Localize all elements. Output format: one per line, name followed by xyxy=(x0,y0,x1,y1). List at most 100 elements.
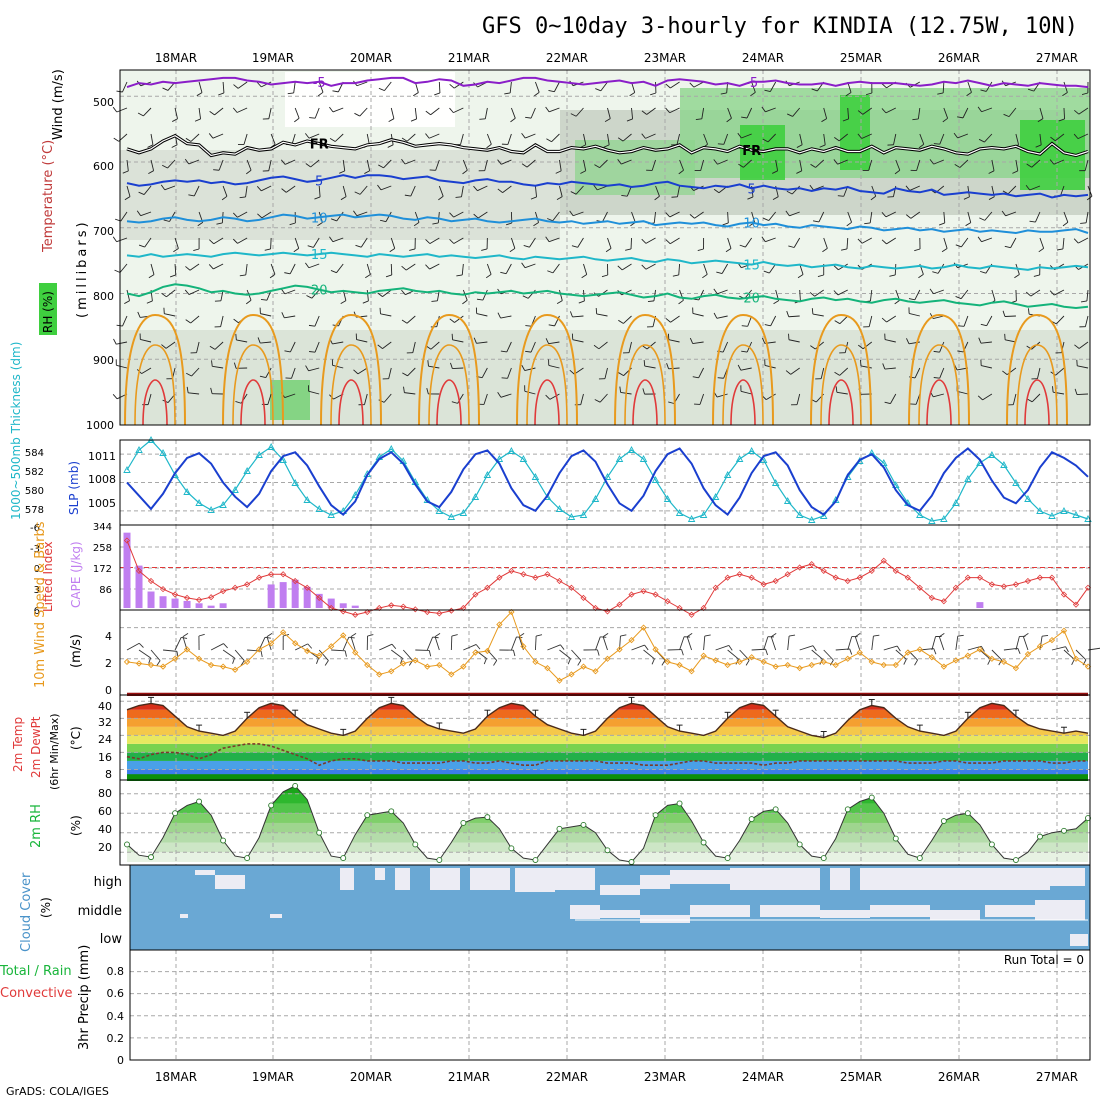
wind-barb xyxy=(957,390,968,395)
wind-barb xyxy=(150,263,155,275)
wind-barb xyxy=(991,289,996,301)
lifted-index-point xyxy=(976,574,983,581)
wind-barb-flag xyxy=(938,222,945,226)
wind-barb xyxy=(359,107,368,117)
wind-barb-flag xyxy=(713,159,718,165)
lifted-index-point xyxy=(604,608,611,615)
wind-barb-flag xyxy=(929,288,934,295)
rh-point xyxy=(700,839,707,846)
wind-barb-flag xyxy=(476,298,483,301)
wind-barb-flag xyxy=(716,271,723,274)
cloud-gaps xyxy=(180,868,1088,946)
lifted-index-point xyxy=(772,577,779,585)
thickness-point xyxy=(531,473,540,480)
wind-speed-point xyxy=(460,663,467,670)
thickness-point xyxy=(952,499,960,506)
wind-barb xyxy=(815,159,825,168)
wind-barb xyxy=(188,159,200,165)
wind-barb-flag xyxy=(884,401,891,405)
wind-barb-flag xyxy=(570,113,577,117)
wind-barb-flag xyxy=(451,634,458,637)
wind-speed-point xyxy=(135,660,143,667)
wind-barb-flag xyxy=(955,296,962,300)
temperature-left-margin xyxy=(120,696,127,779)
wind-speed-point xyxy=(664,658,671,666)
wind-barb xyxy=(270,133,276,145)
wind-barb xyxy=(985,81,993,92)
thickness-point xyxy=(579,511,588,518)
rh-saturated-patch xyxy=(840,95,870,170)
thickness-point xyxy=(663,495,672,502)
wind-barb-flag xyxy=(184,289,190,295)
rh-band xyxy=(127,852,1088,862)
wind-speed-point xyxy=(604,655,611,662)
precip-tick-label: 0 xyxy=(117,1054,124,1067)
lifted-index-point xyxy=(952,584,959,591)
wind-barb-flag xyxy=(112,236,118,242)
wind-speed-point xyxy=(1060,627,1068,634)
wind-barb xyxy=(162,649,178,652)
wind-speed-point xyxy=(243,658,251,666)
wind-barb xyxy=(769,263,777,274)
wind-barb-flag xyxy=(833,265,839,271)
boundary-layer-contour xyxy=(918,344,960,426)
wind-barb-flag xyxy=(280,288,286,295)
wind-barb xyxy=(1078,237,1089,244)
wind-barb xyxy=(222,649,235,659)
wind-barb xyxy=(380,185,392,191)
wind-barb xyxy=(1085,211,1089,223)
wind-speed-point xyxy=(207,661,215,669)
lifted-index-point xyxy=(1060,591,1068,598)
wind-barb-flag xyxy=(185,266,191,271)
wind-barb-flag xyxy=(221,195,228,201)
thickness-line xyxy=(126,439,1089,522)
wind-speed-point xyxy=(964,652,972,659)
thickness-point xyxy=(651,476,660,483)
thickness-point xyxy=(639,455,648,462)
rh-point xyxy=(124,841,130,848)
wind-barb-flag xyxy=(521,262,526,268)
wind-barb xyxy=(380,313,392,317)
wind-barb xyxy=(486,133,492,145)
wind-barb-flag xyxy=(1080,222,1087,224)
wind-barb-flag xyxy=(713,312,718,319)
wind-barb xyxy=(599,159,608,168)
wind-barb-flag xyxy=(834,137,840,142)
wind-barb-flag xyxy=(717,377,724,379)
wind-barb xyxy=(336,263,344,273)
wind-barb-flag xyxy=(156,660,161,666)
wind-barb-flag xyxy=(881,317,887,323)
precip-tick-label: 0.8 xyxy=(107,965,125,978)
wind-barb xyxy=(407,367,416,377)
top-date-label: 23MAR xyxy=(644,51,686,65)
cloud-gap xyxy=(930,910,980,920)
wind-barb xyxy=(342,636,350,651)
wind-barb xyxy=(894,263,897,276)
lifted-index-point xyxy=(748,574,755,581)
wind-barb xyxy=(551,133,560,143)
wind-barb-flag xyxy=(881,212,887,218)
wind-barb-flag xyxy=(534,91,540,97)
rh-band xyxy=(127,774,1088,784)
wind-barb xyxy=(796,393,801,405)
thickness-point xyxy=(1072,511,1080,518)
wind-barb xyxy=(716,315,728,319)
wind-barb-flag xyxy=(977,236,982,242)
wind-speed-point xyxy=(580,663,587,670)
wind-barb xyxy=(1054,289,1065,296)
wind-barb-flag xyxy=(1081,92,1088,95)
wind-barb-flag xyxy=(857,133,863,139)
wind-barb-flag xyxy=(617,265,623,271)
boundary-layer-contour xyxy=(828,379,854,426)
wind-barb-flag xyxy=(329,236,334,242)
wind-barb-flag xyxy=(546,138,552,143)
lifted-index-point xyxy=(256,574,263,581)
wind-barb xyxy=(1039,636,1043,651)
rh-point xyxy=(628,859,635,865)
wind-barb-flag xyxy=(521,133,526,139)
wind-barb-flag xyxy=(770,632,777,638)
wind-barb-flag xyxy=(294,117,300,123)
wind-barb-flag xyxy=(1025,291,1032,297)
wind-barb xyxy=(937,263,945,274)
wind-barb-flag xyxy=(146,300,153,304)
